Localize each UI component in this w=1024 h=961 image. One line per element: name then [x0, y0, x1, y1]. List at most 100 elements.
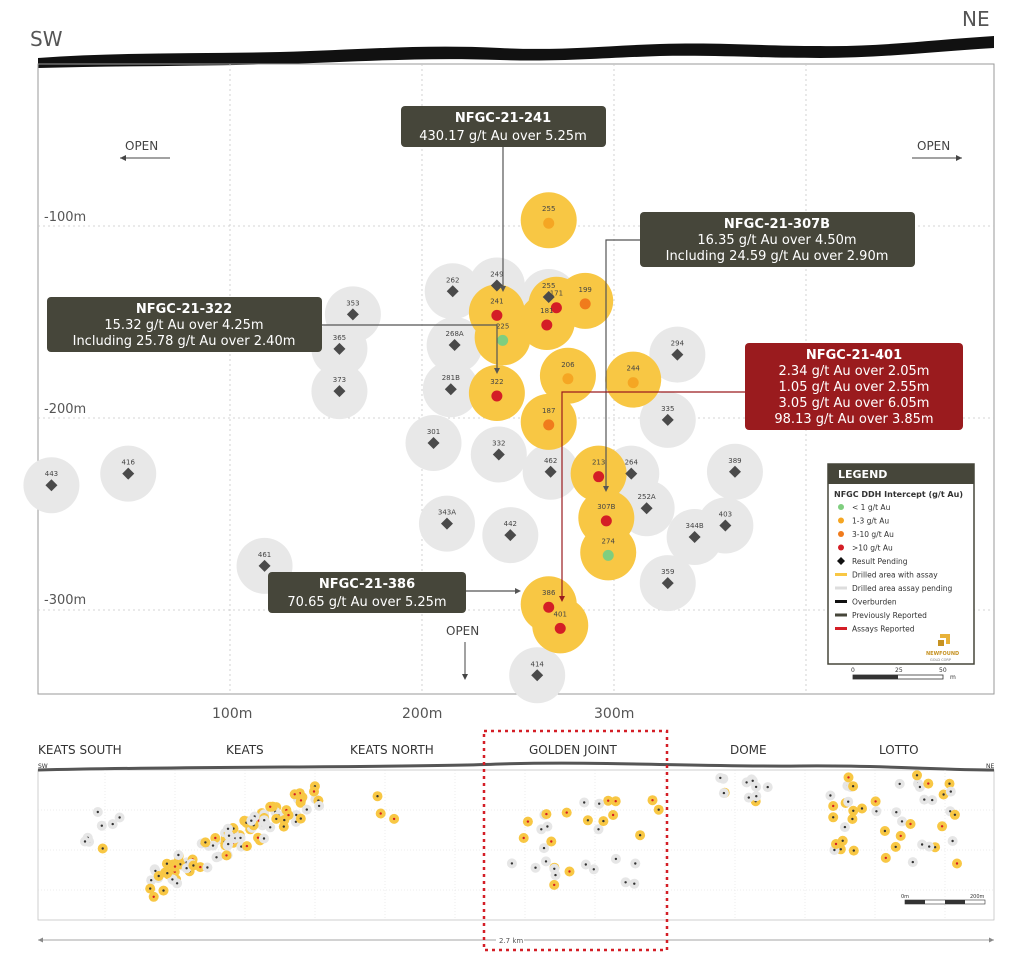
hole-label: 322	[490, 378, 503, 386]
svg-text:NFGC-21-322: NFGC-21-322	[136, 302, 232, 317]
overview-hole-center	[951, 839, 954, 843]
hole-label: 225	[496, 322, 509, 330]
overview-hole-center	[832, 804, 835, 808]
assay-dot	[543, 419, 555, 431]
overview-hole-center	[884, 856, 887, 860]
overview-hole-center	[953, 813, 957, 816]
hole-307B: 307B	[597, 503, 616, 527]
overview-hole-center	[834, 842, 838, 846]
overview-hole-center	[101, 847, 104, 850]
overview-hole-center	[305, 808, 308, 811]
overview-hole-center	[250, 819, 253, 822]
hole-386: 386	[542, 589, 556, 613]
legend-symbol	[838, 531, 844, 537]
overview-hole-center	[883, 829, 887, 833]
legend-label: Previously Reported	[852, 611, 927, 620]
pending-diamond	[640, 502, 653, 515]
svg-text:70.65 g/t Au over 5.25m: 70.65 g/t Au over 5.25m	[287, 595, 446, 610]
overview-hole-center	[263, 819, 266, 822]
overview-hole-center	[204, 841, 207, 844]
overview-hole-center	[211, 844, 215, 847]
legend-subtitle: NFGC DDH Intercept (g/t Au)	[834, 490, 963, 499]
overview-hole-center	[895, 811, 898, 814]
overview-hole-center	[240, 845, 243, 848]
overview-hole-center	[847, 800, 850, 803]
overview-hole-center	[833, 848, 836, 852]
assay-dot	[600, 515, 612, 527]
svg-text:Including 24.59 g/t Au over 2.: Including 24.59 g/t Au over 2.90m	[666, 249, 889, 264]
distance-tick-100: 100m	[212, 706, 252, 722]
overview-hole-center	[312, 790, 316, 793]
svg-text:0: 0	[851, 667, 855, 674]
pending-diamond	[333, 342, 346, 355]
overview-hole-center	[851, 785, 855, 788]
overview-hole-center	[510, 862, 514, 865]
pending-diamond	[490, 279, 503, 292]
svg-text:NFGC-21-386: NFGC-21-386	[319, 577, 415, 592]
zone-keats-north: KEATS NORTH	[350, 743, 434, 757]
legend-item: 1-3 g/t Au	[838, 517, 889, 526]
hole-416: 416	[122, 459, 135, 480]
hole-301: 301	[427, 428, 440, 449]
overview-hole-center	[923, 798, 926, 801]
pending-diamond	[728, 465, 741, 478]
pending-diamond	[688, 531, 701, 544]
overview-hole-center	[227, 842, 230, 846]
overview-hole-center	[614, 800, 617, 803]
overview-hole-center	[949, 790, 952, 793]
overview-hole-center	[747, 796, 750, 799]
depth-tick-100: -100m	[44, 210, 86, 225]
pending-diamond	[448, 339, 461, 352]
leader-401	[561, 391, 745, 600]
hole-294: 294	[671, 340, 685, 361]
svg-text:98.13 g/t Au over 3.85m: 98.13 g/t Au over 3.85m	[774, 412, 933, 427]
hole-335: 335	[661, 405, 674, 426]
leader-307b	[605, 239, 640, 490]
hole-label: 213	[592, 459, 605, 467]
overview-hole-center	[931, 798, 934, 802]
legend-item: Drilled area with assay	[835, 571, 938, 580]
hole-171: 171	[550, 290, 563, 314]
zone-keats: KEATS	[226, 743, 264, 757]
overview-hole-center	[550, 840, 553, 843]
hole-442: 442	[504, 520, 517, 542]
overview-hole-center	[928, 845, 931, 848]
svg-text:430.17 g/t Au over 5.25m: 430.17 g/t Au over 5.25m	[419, 129, 586, 144]
svg-text:NEWFOUND: NEWFOUND	[926, 651, 959, 657]
overview-hole-center	[911, 860, 914, 864]
callout-307b: NFGC-21-307B 16.35 g/t Au over 4.50m Inc…	[640, 212, 915, 267]
hole-label: 373	[333, 376, 346, 384]
hole-label: 332	[492, 439, 505, 447]
hole-249: 249	[490, 271, 504, 292]
newfound-logo: NEWFOUND GOLD CORP	[926, 634, 959, 662]
overview-hole-center	[149, 887, 152, 890]
hole-label: 199	[579, 286, 592, 294]
svg-text:2.34 g/t Au over 2.05m: 2.34 g/t Au over 2.05m	[779, 364, 930, 379]
assay-dot	[541, 319, 553, 331]
overview-hole-center	[841, 839, 844, 842]
hole-label: 344B	[686, 522, 704, 530]
overview-hole-center	[192, 864, 195, 867]
assay-dot	[554, 622, 566, 634]
overview-hole-center	[852, 849, 855, 852]
overview-hole-center	[392, 817, 396, 821]
legend-item: < 1 g/t Au	[838, 503, 891, 512]
svg-text:3.05 g/t Au over 6.05m: 3.05 g/t Au over 6.05m	[779, 396, 930, 411]
overview-hole-center	[751, 779, 754, 782]
hole-187: 187	[542, 407, 555, 431]
overview-hole-center	[262, 837, 266, 840]
legend-item: Overburden	[835, 598, 897, 607]
hole-label: 264	[625, 459, 639, 467]
hole-365: 365	[333, 334, 346, 355]
hole-281B: 281B	[442, 374, 460, 396]
pending-diamond	[444, 383, 457, 396]
zone-keats-south: KEATS SOUTH	[38, 743, 122, 757]
pending-diamond	[661, 577, 674, 590]
hole-label: 359	[661, 568, 674, 576]
overview-hole-center	[832, 816, 835, 819]
overview-hole-center	[920, 843, 924, 846]
hole-label: 249	[490, 271, 503, 279]
hole-264: 264	[625, 459, 639, 480]
overview-hole-center	[553, 867, 556, 870]
overview-hole-center	[225, 854, 228, 857]
